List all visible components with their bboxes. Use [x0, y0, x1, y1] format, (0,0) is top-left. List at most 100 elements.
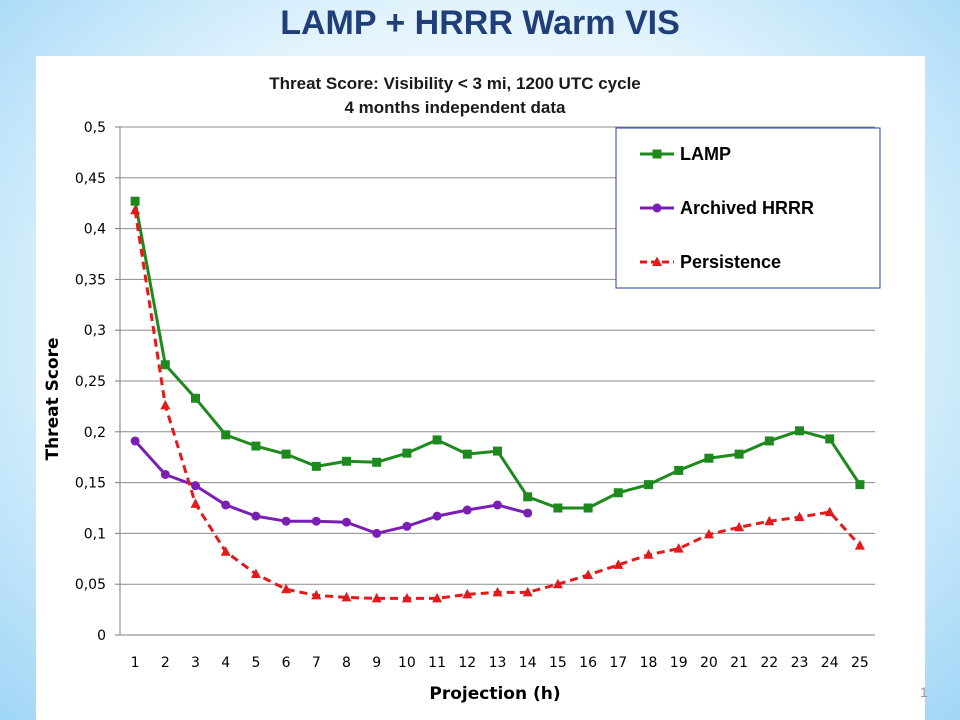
data-point-archived-hrrr [523, 508, 533, 518]
x-tick-label: 15 [549, 655, 567, 671]
data-point-lamp [372, 457, 382, 467]
y-tick-label: 0,3 [84, 323, 106, 339]
data-point-lamp [764, 436, 774, 446]
data-point-lamp [251, 441, 261, 451]
data-point-lamp [493, 446, 502, 456]
data-point-archived-hrrr [281, 516, 291, 526]
legend-item-lamp: LAMP [640, 144, 731, 164]
data-point-persistence [281, 583, 292, 594]
data-point-persistence [250, 568, 261, 579]
data-point-persistence [854, 540, 865, 550]
data-point-persistence [462, 588, 473, 599]
data-point-lamp [402, 448, 412, 458]
x-tick-label: 17 [609, 655, 627, 671]
legend-label: LAMP [680, 144, 731, 164]
x-tick-label: 16 [579, 655, 597, 671]
x-tick-label: 14 [519, 655, 537, 671]
y-tick-label: 0,5 [84, 120, 106, 136]
data-point-lamp [130, 196, 140, 206]
legend-swatch-marker [652, 256, 662, 266]
data-point-persistence [160, 399, 171, 410]
x-tick-label: 12 [458, 655, 476, 671]
x-tick-label: 19 [670, 655, 688, 671]
legend-item-persistence: Persistence [640, 252, 781, 272]
data-point-archived-hrrr [191, 481, 200, 491]
data-point-persistence [643, 549, 654, 559]
legend-item-archived-hrrr: Archived HRRR [640, 198, 814, 218]
data-point-persistence [220, 546, 231, 556]
data-point-persistence [492, 586, 503, 597]
x-tick-label: 4 [221, 655, 230, 671]
data-series [130, 196, 865, 603]
slide-title: LAMP + HRRR Warm VIS [280, 4, 680, 42]
x-tick-label: 3 [191, 655, 200, 671]
data-point-persistence [130, 204, 141, 215]
data-point-persistence [341, 591, 352, 602]
data-point-lamp [221, 430, 231, 440]
series-lamp [130, 196, 865, 513]
x-tick-label: 6 [282, 655, 291, 671]
chart-title: Threat Score: Visibility < 3 mi, 1200 UT… [269, 74, 641, 93]
data-point-archived-hrrr [432, 511, 442, 521]
data-point-persistence [824, 506, 835, 517]
y-tick-label: 0,45 [75, 171, 106, 187]
y-tick-label: 0,35 [75, 272, 106, 288]
x-tick-label: 23 [791, 655, 809, 671]
gridlines [120, 126, 875, 585]
x-tick-label: 25 [851, 655, 869, 671]
x-tick-label: 21 [730, 655, 748, 671]
data-point-archived-hrrr [160, 469, 170, 479]
data-point-lamp [855, 480, 865, 490]
data-point-lamp [795, 426, 804, 436]
x-tick-label: 7 [312, 655, 321, 671]
data-point-archived-hrrr [372, 528, 382, 538]
data-point-archived-hrrr [221, 500, 231, 510]
y-tick-label: 0,1 [84, 526, 106, 542]
data-point-persistence [764, 515, 775, 526]
x-tick-label: 22 [760, 655, 778, 671]
data-point-archived-hrrr [342, 517, 351, 527]
data-point-archived-hrrr [130, 436, 140, 446]
series-line-archived-hrrr [133, 439, 529, 535]
legend-label: Archived HRRR [680, 198, 814, 218]
y-tick-label: 0 [97, 628, 106, 644]
data-point-lamp [553, 503, 563, 513]
data-point-persistence [371, 592, 382, 603]
y-tick-label: 0,4 [84, 222, 106, 238]
axes: 00,050,10,150,20,250,30,350,40,450,51 2 3 4… [75, 120, 875, 671]
data-point-lamp [613, 488, 623, 498]
y-tick-label: 0,25 [75, 374, 106, 390]
data-point-lamp [342, 456, 351, 466]
y-tick-label: 0,15 [75, 476, 106, 492]
x-tick-label: 8 [342, 655, 351, 671]
x-tick-label: 1 [131, 655, 140, 671]
data-point-persistence [311, 589, 322, 600]
data-point-archived-hrrr [402, 521, 412, 531]
legend-label: Persistence [680, 252, 781, 272]
data-point-lamp [281, 449, 291, 459]
x-tick-label: 11 [428, 655, 446, 671]
data-point-persistence [432, 592, 443, 603]
x-tick-label: 9 [372, 655, 381, 671]
x-tick-label: 13 [489, 655, 507, 671]
data-point-lamp [160, 360, 170, 370]
data-point-archived-hrrr [251, 511, 261, 521]
data-point-persistence [401, 592, 412, 603]
series-archived-hrrr [130, 436, 533, 538]
data-point-lamp [704, 453, 714, 463]
data-point-lamp [674, 465, 684, 475]
data-point-archived-hrrr [311, 516, 321, 526]
data-point-persistence [552, 578, 563, 589]
data-point-persistence [583, 569, 594, 580]
data-point-persistence [703, 528, 714, 539]
data-point-archived-hrrr [493, 500, 502, 510]
data-point-lamp [432, 435, 442, 445]
x-tick-label: 18 [640, 655, 658, 671]
data-point-lamp [191, 393, 200, 403]
data-point-persistence [673, 543, 684, 553]
data-point-persistence [734, 521, 745, 532]
legend-swatch-marker [652, 203, 662, 213]
data-point-lamp [644, 480, 653, 490]
data-point-lamp [825, 434, 835, 444]
data-point-lamp [583, 503, 593, 513]
